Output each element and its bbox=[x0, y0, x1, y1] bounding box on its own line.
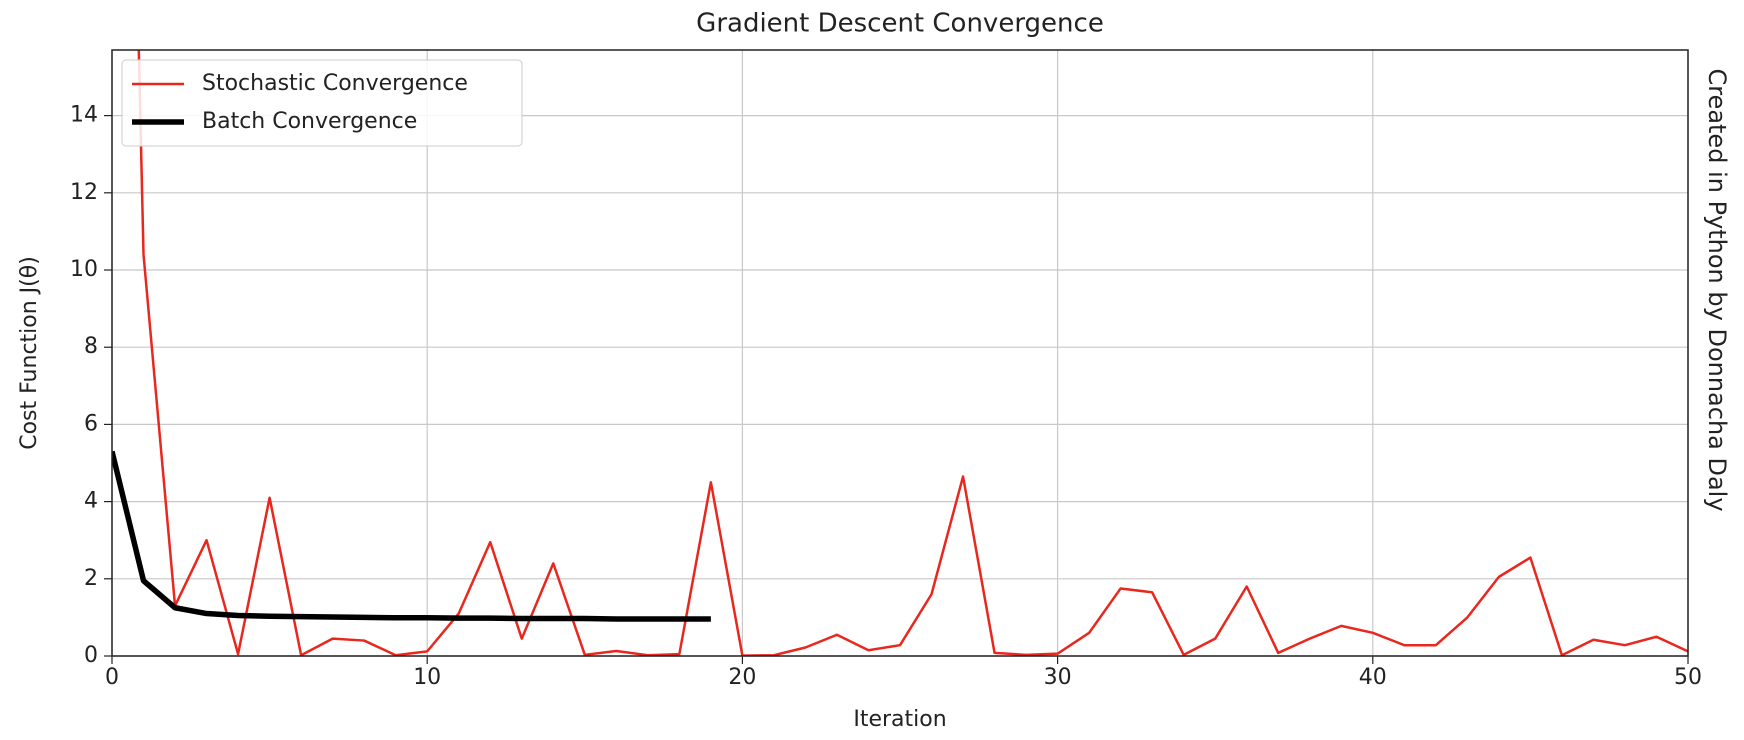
series-line bbox=[137, 50, 1688, 656]
side-note: Created in Python by Donnacha Daly bbox=[1703, 68, 1731, 511]
x-tick-label: 40 bbox=[1359, 665, 1387, 690]
plot-area bbox=[112, 50, 1688, 656]
series-line bbox=[112, 450, 711, 622]
x-tick-label: 50 bbox=[1674, 665, 1702, 690]
chart-title: Gradient Descent Convergence bbox=[696, 9, 1104, 39]
x-tick-label: 10 bbox=[413, 665, 441, 690]
y-tick-label: 12 bbox=[70, 180, 98, 205]
y-tick-label: 10 bbox=[70, 257, 98, 282]
y-tick-label: 6 bbox=[84, 411, 98, 436]
y-tick-label: 8 bbox=[84, 334, 98, 359]
x-axis-label: Iteration bbox=[853, 707, 946, 732]
y-axis-label: Cost Function J(θ) bbox=[17, 256, 42, 450]
legend-label: Batch Convergence bbox=[202, 109, 417, 134]
plot-frame bbox=[111, 49, 1689, 657]
y-tick-label: 14 bbox=[70, 103, 98, 128]
legend-box bbox=[121, 59, 523, 147]
y-tick-label: 2 bbox=[84, 566, 98, 591]
legend-label: Stochastic Convergence bbox=[202, 71, 468, 96]
y-tick-label: 0 bbox=[84, 643, 98, 668]
x-tick-label: 30 bbox=[1044, 665, 1072, 690]
x-tick-label: 20 bbox=[728, 665, 756, 690]
y-tick-label: 4 bbox=[84, 489, 98, 514]
x-tick-label: 0 bbox=[105, 665, 119, 690]
